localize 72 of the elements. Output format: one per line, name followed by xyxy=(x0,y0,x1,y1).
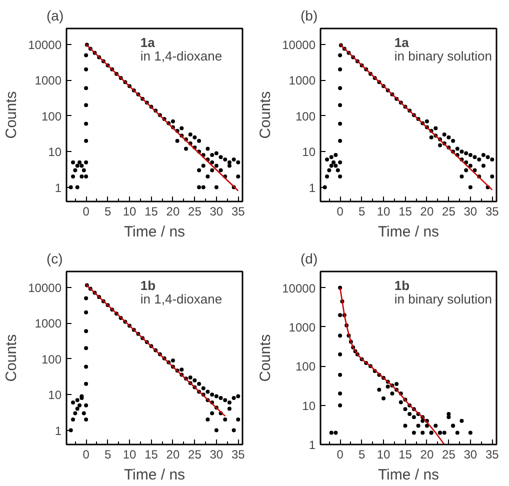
x-tick-label: 20 xyxy=(420,204,434,218)
y-tick-label: 100 xyxy=(41,109,62,124)
x-tick-label: 30 xyxy=(210,204,224,218)
y-tick-label: 10 xyxy=(302,145,316,160)
x-tick-label: 25 xyxy=(442,448,456,462)
x-tick-label: 35 xyxy=(231,448,246,462)
x-tick-label: 5 xyxy=(104,204,112,218)
x-tick-label: 20 xyxy=(166,204,180,218)
y-tick-label: 100 xyxy=(41,352,62,366)
y-axis-title: Counts xyxy=(3,334,20,382)
annotation: 1a xyxy=(394,34,410,50)
x-tick-label: 25 xyxy=(188,448,202,462)
y-tick-label: 10000 xyxy=(282,281,316,296)
x-tick-label: 10 xyxy=(376,204,391,218)
x-tick-label: 15 xyxy=(398,204,412,218)
y-tick-label: 10 xyxy=(48,388,62,402)
x-tick-label: 35 xyxy=(485,448,500,462)
y-tick-label: 10000 xyxy=(282,38,316,52)
x-axis-title: Time / ns xyxy=(378,466,440,484)
chart-title: (d) xyxy=(300,250,318,266)
x-tick-label: 30 xyxy=(464,204,478,218)
annotation: in binary solution xyxy=(394,292,492,307)
y-tick-label: 1000 xyxy=(34,74,62,88)
y-axis-title: Counts xyxy=(3,91,20,139)
x-tick-label: 0 xyxy=(82,448,90,462)
x-tick-label: 15 xyxy=(398,448,412,462)
y-axis-title: Counts xyxy=(257,91,274,139)
x-tick-label: 35 xyxy=(231,204,246,218)
y-axis-title: Counts xyxy=(257,334,274,382)
x-tick-label: 10 xyxy=(122,204,137,218)
x-tick-label: 0 xyxy=(336,448,344,462)
y-tick-label: 1 xyxy=(54,180,62,195)
chart-title: (a) xyxy=(46,8,64,24)
chart-title: (b) xyxy=(300,8,318,24)
y-tick-label: 1000 xyxy=(288,74,316,88)
x-tick-label: 10 xyxy=(122,448,137,462)
x-tick-label: 25 xyxy=(442,204,456,218)
x-tick-label: 20 xyxy=(420,448,434,462)
y-tick-label: 1000 xyxy=(288,320,316,334)
annotation: 1b xyxy=(394,278,410,293)
y-tick-label: 1 xyxy=(308,438,316,452)
y-tick-label: 1 xyxy=(308,180,316,195)
y-tick-label: 10000 xyxy=(28,38,62,52)
chart-title: (c) xyxy=(46,250,63,266)
y-tick-label: 100 xyxy=(295,109,316,124)
y-tick-label: 10000 xyxy=(28,280,62,295)
x-tick-label: 25 xyxy=(188,204,202,218)
y-tick-label: 10 xyxy=(48,145,62,160)
x-tick-label: 15 xyxy=(144,204,158,218)
x-axis-title: Time / ns xyxy=(124,466,186,484)
x-tick-label: 5 xyxy=(358,204,366,218)
x-tick-label: 5 xyxy=(104,448,112,462)
x-tick-label: 15 xyxy=(144,448,158,462)
x-axis-title: Time / ns xyxy=(378,224,440,240)
x-tick-label: 0 xyxy=(336,204,344,218)
annotation: in 1,4-dioxane xyxy=(140,292,222,307)
x-tick-label: 30 xyxy=(464,448,478,462)
y-tick-label: 10 xyxy=(302,398,316,413)
annotation: in 1,4-dioxane xyxy=(140,48,222,64)
x-tick-label: 0 xyxy=(82,204,90,218)
annotation: 1a xyxy=(140,34,156,50)
x-axis-title: Time / ns xyxy=(124,224,186,240)
x-tick-label: 30 xyxy=(210,448,224,462)
y-tick-label: 1 xyxy=(54,424,62,438)
x-tick-label: 5 xyxy=(358,448,366,462)
annotation: 1b xyxy=(140,278,156,293)
x-tick-label: 20 xyxy=(166,448,180,462)
x-tick-label: 35 xyxy=(485,204,500,218)
annotation: in binary solution xyxy=(394,48,492,64)
y-tick-label: 1000 xyxy=(34,316,62,331)
y-tick-label: 100 xyxy=(295,360,316,374)
x-tick-label: 10 xyxy=(376,448,391,462)
